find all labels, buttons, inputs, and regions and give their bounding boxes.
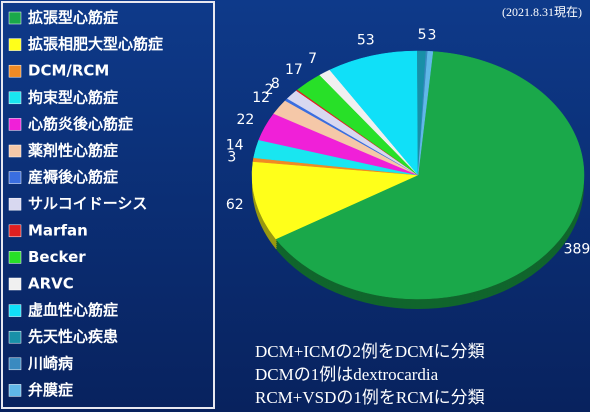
legend-label: 川崎病 (27, 354, 73, 372)
legend-label: Marfan (28, 221, 88, 239)
legend-label: 拘束型心筋症 (28, 88, 118, 106)
legend-swatch (8, 251, 22, 264)
legend-label: 弁膜症 (28, 381, 73, 399)
legend-swatch (8, 64, 22, 78)
value-label: 62 (226, 197, 244, 213)
legend-swatch (8, 330, 22, 344)
legend-swatch (8, 118, 22, 131)
legend-swatch (8, 197, 22, 211)
legend-swatch (8, 357, 22, 371)
legend-label: DCM/RCM (28, 62, 109, 80)
value-label: 389 (564, 241, 590, 257)
value-label: 12 (252, 90, 270, 106)
legend-swatch (8, 144, 22, 158)
legend-label: 産褥後心筋症 (28, 168, 118, 186)
legend-label: 拡張型心筋症 (28, 9, 118, 27)
legend-label: 薬剤性心筋症 (27, 142, 118, 160)
legend-swatch (8, 304, 22, 317)
value-label: 2 (265, 82, 274, 98)
legend-label: ARVC (28, 275, 74, 293)
legend-label: 虚血性心筋症 (28, 301, 118, 319)
annotation: DCMの1例はdextrocardia (255, 365, 439, 384)
value-label: 3 (227, 150, 236, 166)
value-label: 17 (285, 62, 303, 78)
subtitle: (2021.8.31現在) (502, 5, 582, 19)
legend-swatch (8, 277, 22, 291)
value-label: 14 (226, 137, 244, 153)
slice (251, 161, 419, 240)
legend-box (1, 1, 215, 409)
value-label: 5 (418, 27, 427, 43)
legend-label: 心筋炎後心筋症 (28, 115, 133, 133)
value-label: 22 (236, 112, 254, 128)
annotation: RCM+VSDの1例をRCMに分類 (255, 388, 485, 407)
legend-swatch (8, 224, 22, 238)
legend-label: サルコイドーシス (28, 195, 147, 213)
value-label: 8 (271, 76, 280, 92)
pie (251, 50, 585, 309)
value-label: 53 (357, 32, 375, 48)
legend-label: 先天性心疾患 (28, 328, 118, 346)
slice (329, 50, 419, 176)
value-label: 3 (427, 27, 436, 43)
slice (275, 51, 585, 300)
legend-swatch (8, 91, 22, 105)
legend-label: 拡張相肥大型心筋症 (28, 35, 163, 53)
slice (417, 50, 434, 176)
value-label: 7 (308, 51, 317, 67)
legend-swatch (8, 11, 22, 25)
legend-swatch (8, 38, 22, 51)
legend-swatch (8, 384, 22, 397)
legend-label: Becker (28, 248, 86, 266)
annotation: DCM+ICMの2例をDCMに分類 (255, 342, 485, 361)
legend-swatch (8, 171, 22, 184)
